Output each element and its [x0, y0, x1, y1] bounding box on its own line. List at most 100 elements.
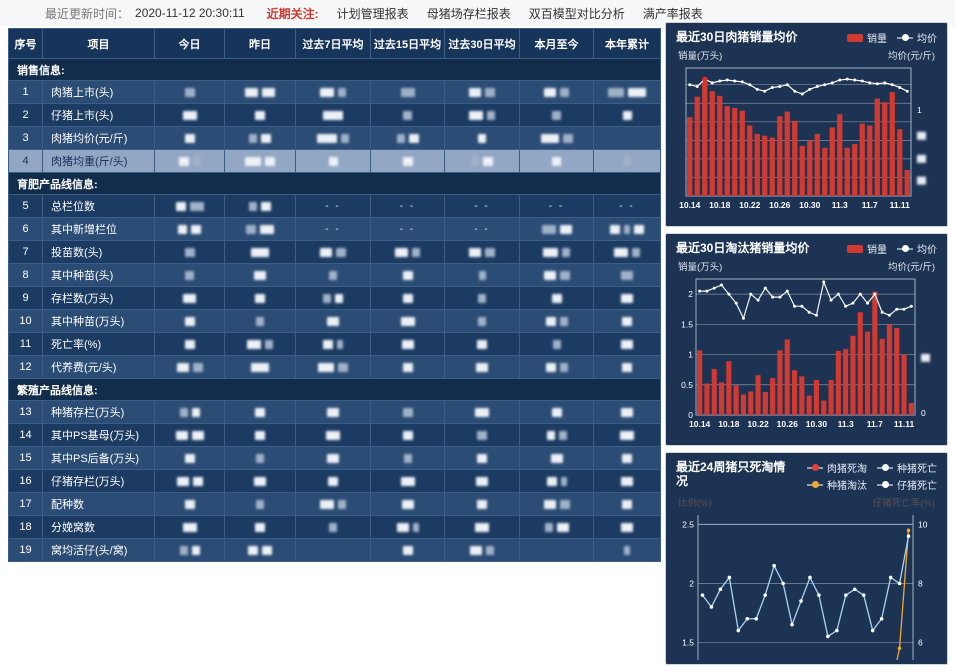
redacted-value — [469, 247, 481, 257]
legend-item[interactable]: 销量 — [847, 30, 887, 45]
table-row[interactable]: 13 种猪存栏(万头) — [8, 400, 661, 424]
legend-item[interactable]: 销量 — [847, 241, 887, 256]
data-cell — [154, 103, 225, 127]
table-row[interactable]: 5 总栏位数 - - - - - - - - - - — [8, 194, 661, 218]
no-data-dashes: - - — [474, 224, 490, 235]
redacted-value — [336, 247, 346, 257]
table-row[interactable]: 10 其中种苗(万头) — [8, 309, 661, 333]
data-cell — [154, 492, 225, 516]
redacted-value — [400, 87, 415, 97]
table-row[interactable]: 14 其中PS基母(万头) — [8, 423, 661, 447]
redacted-value — [175, 430, 188, 440]
data-cell — [154, 126, 225, 150]
data-cell — [370, 423, 445, 447]
table-row[interactable]: 9 存栏数(万头) — [8, 286, 661, 310]
data-cell — [519, 126, 594, 150]
redacted-value — [255, 430, 265, 440]
data-cell — [519, 332, 594, 356]
table-row[interactable]: 6 其中新增栏位 - - - - - - — [8, 217, 661, 241]
redacted-value — [338, 87, 346, 97]
table-row[interactable]: 12 代养费(元/头) — [8, 355, 661, 379]
redacted-value — [545, 316, 556, 326]
svg-text:10.30: 10.30 — [806, 419, 828, 429]
redacted-value — [248, 545, 258, 555]
legend-item[interactable]: 均价 — [897, 30, 937, 45]
redacted-value — [401, 499, 414, 509]
redacted-value — [262, 545, 272, 555]
table-row[interactable]: 15 其中PS后备(万头) — [8, 446, 661, 470]
no-data-dashes: - - — [548, 201, 565, 212]
no-data-dashes: - - — [325, 224, 341, 235]
data-cell — [224, 538, 296, 562]
legend-item[interactable]: 种猪死亡 — [877, 460, 937, 475]
redacted-value — [265, 156, 275, 166]
nav-link-full-capacity-report[interactable]: 满产率报表 — [642, 6, 703, 21]
nav-link-sow-farm-inventory-report[interactable]: 母猪场存栏报表 — [426, 6, 511, 21]
redacted-value — [320, 247, 332, 257]
legend-item[interactable]: 种猪淘汰 — [807, 477, 867, 492]
table-row[interactable]: 17 配种数 — [8, 492, 661, 516]
data-cell — [295, 538, 371, 562]
data-cell — [154, 446, 225, 470]
table-row[interactable]: 16 仔猪存栏(万头) — [8, 469, 661, 493]
redacted-value — [624, 545, 630, 555]
column-header-6: 过去30日平均 — [444, 28, 520, 59]
update-time-value: 2020-11-12 20:30:11 — [135, 6, 245, 20]
data-cell — [593, 103, 661, 127]
redacted-value — [184, 133, 195, 143]
section-row[interactable]: 育肥产品线信息: — [8, 172, 661, 195]
redacted-value — [400, 476, 415, 486]
row-label: 死亡率(%) — [42, 332, 155, 356]
data-cell — [519, 469, 594, 493]
table-row[interactable]: 2 仔猪上市(头) — [8, 103, 661, 127]
redacted-value — [175, 201, 186, 211]
table-row[interactable]: 8 其中种苗(头) — [8, 263, 661, 287]
report-table: 序号 项目 今日 昨日 过去7日平均 过去15日平均 过去30日平均 本月至今 本年累计 销售信… — [8, 28, 661, 562]
chart1-right-axis-label: 均价(元/斤) — [888, 51, 935, 62]
redacted-value — [338, 362, 348, 372]
data-cell — [519, 103, 594, 127]
redacted-value — [621, 270, 633, 280]
chart-panel-cull-pig-sales: 最近30日淘汰猪销量均价 销量 均价 销量(万头) 均价(元/斤) 10.14 10… — [665, 233, 948, 446]
table-row[interactable]: 1 肉猪上市(头) — [8, 80, 661, 104]
data-cell — [444, 149, 520, 173]
table-row[interactable]: 19 窝均活仔(头/窝) — [8, 538, 661, 562]
data-cell — [295, 126, 371, 150]
table-row[interactable]: 7 投苗数(头) — [8, 240, 661, 264]
table-row[interactable]: 4 肉猪均重(斤/头) — [8, 149, 661, 173]
redacted-value — [256, 316, 264, 326]
legend-item[interactable]: 仔猪死亡 — [877, 477, 937, 492]
redacted-value — [620, 430, 634, 440]
svg-text:10.30: 10.30 — [799, 200, 821, 210]
cull-pig-volume-price-chart: 10.14 10.18 10.22 10.26 10.30 11.3 11.7 11.11 0 0… — [681, 278, 930, 429]
redacted-value — [326, 430, 340, 440]
redacted-value — [621, 339, 633, 349]
section-row[interactable]: 销售信息: — [8, 58, 661, 81]
section-row[interactable]: 繁殖产品线信息: — [8, 378, 661, 401]
data-cell — [370, 332, 445, 356]
row-label: 其中PS基母(万头) — [42, 423, 155, 447]
table-row[interactable]: 3 肉猪均价(元/斤) — [8, 126, 661, 150]
legend-item[interactable]: 肉猪死淘 — [807, 460, 867, 475]
data-cell — [519, 492, 594, 516]
data-cell — [295, 423, 371, 447]
legend-item[interactable]: 均价 — [897, 241, 937, 256]
data-cell — [154, 194, 225, 218]
redacted-value — [546, 476, 557, 486]
data-cell — [593, 332, 661, 356]
redacted-value — [255, 293, 265, 303]
svg-text:10.22: 10.22 — [739, 200, 761, 210]
data-cell — [519, 355, 594, 379]
table-row[interactable]: 18 分娩窝数 — [8, 515, 661, 539]
data-cell — [370, 446, 445, 470]
chart3-title: 最近24周猪只死淘情况 — [676, 460, 786, 488]
data-cell — [154, 217, 225, 241]
table-row[interactable]: 11 死亡率(%) — [8, 332, 661, 356]
redacted-value — [412, 522, 419, 532]
redacted-value — [401, 339, 414, 349]
data-cell — [224, 355, 296, 379]
data-cell — [593, 286, 661, 310]
nav-link-plan-report[interactable]: 计划管理报表 — [336, 6, 409, 21]
nav-link-double-hundred-model-analysis[interactable]: 双百模型对比分析 — [528, 6, 625, 21]
data-cell — [444, 355, 520, 379]
